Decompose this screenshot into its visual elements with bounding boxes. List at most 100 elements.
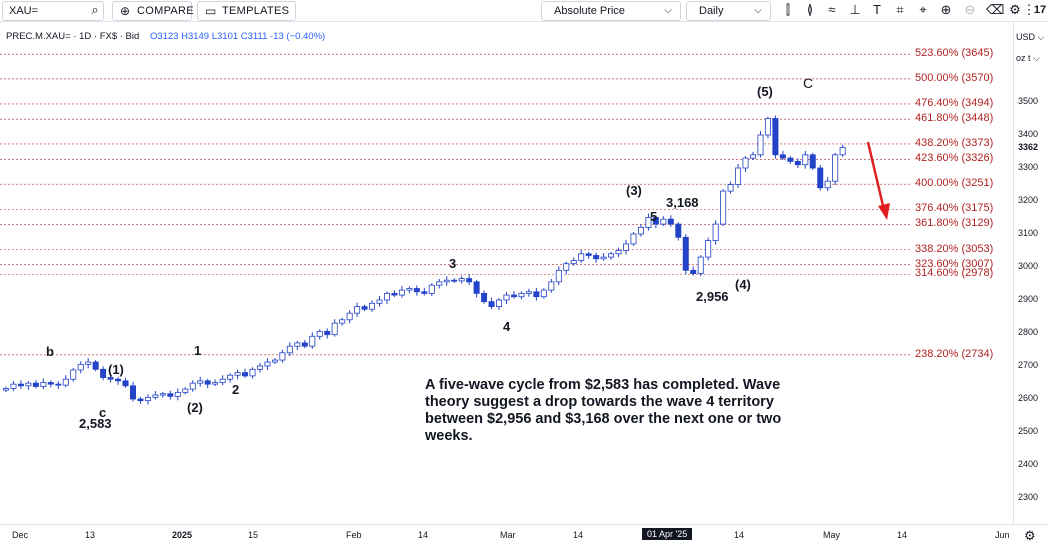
candle-body: [824, 180, 831, 189]
candle-body: [742, 157, 749, 169]
candle-body: [10, 383, 17, 389]
candle-body: [496, 299, 503, 307]
candle-body: [518, 292, 525, 298]
currency-select[interactable]: USD ⌵: [1016, 32, 1045, 42]
folder-icon: ▭: [205, 4, 217, 18]
candle-body: [615, 250, 622, 255]
candle-body: [383, 292, 390, 301]
unit-select[interactable]: oz t ⌵: [1016, 53, 1040, 63]
candle-body: [540, 289, 547, 298]
time-tick-label: 2025: [172, 530, 193, 540]
candle-body: [47, 382, 54, 385]
fib-level-label: 476.40% (3494): [915, 96, 994, 109]
time-tick-label: 14: [897, 530, 908, 540]
wave-label-1: 1: [194, 343, 202, 358]
chevron-down-icon: ⌵: [664, 5, 672, 16]
compare-button[interactable]: ⊕ COMPARE: [112, 1, 194, 21]
price-mode-select[interactable]: Absolute Price ⌵: [541, 1, 681, 21]
candle-body: [70, 369, 77, 380]
candle-body: [242, 372, 249, 377]
shapes-icon[interactable]: ⌗: [896, 2, 904, 17]
candle-body: [92, 361, 99, 370]
wave-label-C: C: [803, 75, 814, 91]
templates-button[interactable]: ▭ TEMPLATES: [197, 1, 296, 21]
candle-body: [316, 330, 323, 337]
price-tick-label: 3000: [1018, 261, 1039, 271]
candle-body: [772, 118, 779, 156]
candle-body: [705, 240, 712, 258]
candle-body: [309, 335, 316, 347]
time-tick-label: May: [823, 530, 841, 540]
price-tick-label: 2400: [1018, 459, 1039, 469]
price-chart[interactable]: [0, 22, 1013, 524]
delete-icon[interactable]: ⌫: [986, 2, 1005, 17]
candle-body: [406, 288, 413, 291]
trend-icon[interactable]: ≈: [828, 2, 836, 17]
wave-label-4: 4: [503, 319, 511, 334]
candle-body: [279, 352, 286, 361]
candle-body: [451, 279, 458, 282]
candle-body: [735, 167, 742, 185]
brush-icon[interactable]: ⌖: [919, 2, 927, 17]
fib-icon[interactable]: ⊥: [849, 2, 861, 17]
time-tick-label: Mar: [500, 530, 516, 540]
candle-body: [62, 378, 69, 386]
price-tick-label: 3200: [1018, 195, 1039, 205]
candle-body: [779, 154, 786, 159]
candle-body: [585, 253, 592, 256]
zoom-out-icon[interactable]: ⊖: [964, 2, 976, 17]
currency-label: USD: [1016, 32, 1036, 42]
candle-body: [324, 330, 331, 336]
candle-body: [85, 361, 92, 365]
candle-body: [354, 306, 361, 314]
chevron-down-icon: ⌵: [754, 5, 762, 16]
candle-body: [458, 278, 465, 282]
text-icon[interactable]: T: [873, 2, 881, 17]
wave-label-2-paren: (2): [187, 400, 203, 415]
candle-body: [563, 263, 570, 271]
candle-body: [623, 243, 630, 251]
candle-body: [488, 301, 495, 307]
candle-body: [839, 147, 846, 156]
candle-body: [346, 312, 353, 321]
price-mode-value: Absolute Price: [554, 5, 625, 17]
price-tick-label: 2700: [1018, 360, 1039, 370]
candle-body: [167, 393, 174, 397]
candle-body: [570, 259, 577, 265]
down-arrow-head: [878, 203, 890, 220]
candle-body: [413, 288, 420, 293]
axis-settings-icon[interactable]: ⚙: [1024, 528, 1036, 543]
zoom-in-icon[interactable]: ⊕: [940, 2, 952, 17]
candle-body: [189, 382, 196, 390]
time-axis[interactable]: [0, 524, 1049, 546]
candle-body: [32, 382, 39, 387]
candle-body: [690, 269, 697, 274]
candle-body: [794, 160, 801, 166]
bars-icon[interactable]: ≬: [806, 2, 814, 17]
candle-body: [256, 365, 263, 370]
candle-body: [630, 233, 637, 245]
time-tick-label: 14: [418, 530, 429, 540]
candle-body: [510, 294, 517, 298]
search-icon[interactable]: ⌕: [91, 2, 99, 17]
fib-level-label: 323.60% (3007): [915, 257, 994, 270]
candle-body: [832, 154, 839, 182]
candle-body: [234, 372, 241, 376]
fib-level-label: 361.80% (3129): [915, 217, 994, 230]
candle-body: [652, 217, 659, 225]
time-tick-label: Dec: [12, 530, 29, 540]
time-tick-label: 13: [85, 530, 96, 540]
candle-body: [667, 218, 674, 225]
candle-body: [697, 256, 704, 275]
legend-ohlc: O3123 H3149 L3101 C3111 -13 (−0.40%): [149, 31, 326, 42]
candle-body: [466, 278, 473, 283]
high-3168-label: 3,168: [666, 195, 699, 210]
candles-icon[interactable]: ⫿: [785, 2, 791, 17]
fullscreen-icon[interactable]: ⋮: [1022, 2, 1036, 17]
settings-icon[interactable]: ⚙: [1009, 2, 1021, 17]
candle-body: [600, 256, 607, 260]
symbol-input[interactable]: [2, 1, 104, 21]
wave-label-5-paren: (5): [757, 84, 773, 99]
interval-select[interactable]: Daily ⌵: [686, 1, 771, 21]
candle-body: [212, 382, 219, 385]
